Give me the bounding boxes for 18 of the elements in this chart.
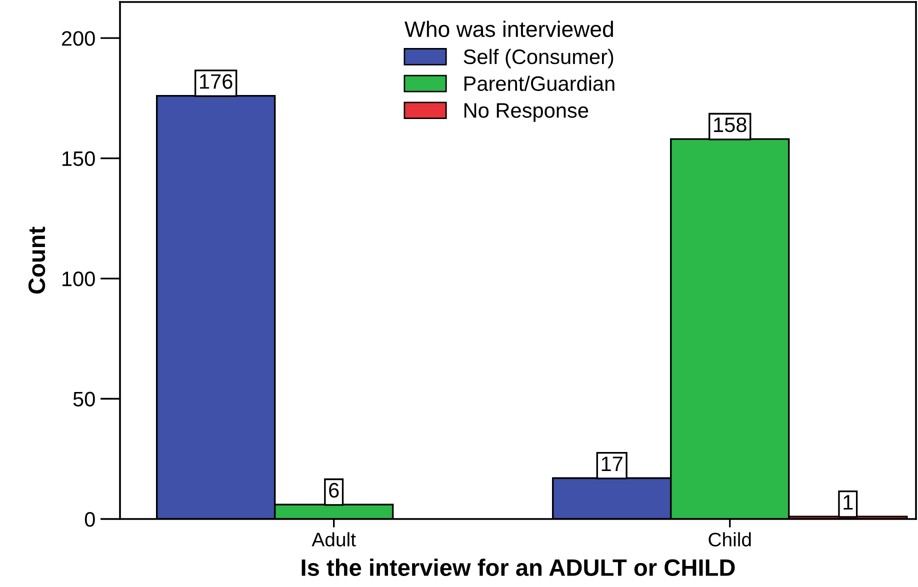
y-tick-label: 0 — [84, 512, 95, 527]
data-label: 158 — [714, 117, 746, 132]
legend-label: Self (Consumer) — [464, 48, 614, 68]
y-tick-label: 150 — [62, 151, 95, 166]
data-label: 1 — [844, 495, 853, 510]
y-axis-title: Count — [28, 226, 46, 294]
data-label: 176 — [200, 74, 232, 89]
y-tick-label: 200 — [62, 31, 95, 46]
x-axis-title: Is the interview for an ADULT or CHILD — [302, 558, 735, 576]
data-label: 6 — [329, 482, 339, 498]
legend-label: Parent/Guardian — [464, 76, 614, 91]
y-tick-label: 100 — [62, 272, 95, 286]
x-tick-label: Adult — [312, 532, 356, 546]
x-tick-label: Child — [708, 532, 751, 546]
data-label: 17 — [602, 456, 622, 472]
legend-label: No Response — [464, 103, 588, 122]
legend-title: Who was interviewed — [404, 20, 613, 38]
y-tick-label: 50 — [73, 392, 95, 407]
